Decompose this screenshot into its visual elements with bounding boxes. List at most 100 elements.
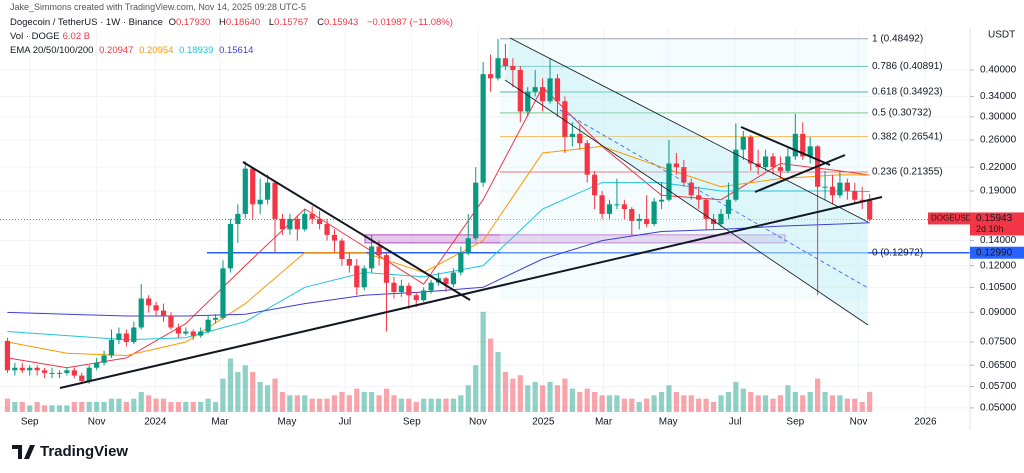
drawings <box>59 37 883 389</box>
volume-bar <box>205 398 211 412</box>
candle-body <box>696 195 702 200</box>
volume-bar <box>41 405 48 412</box>
ema-value: 0.18939 <box>179 45 214 56</box>
volume-bar <box>510 378 516 412</box>
candle-body <box>421 290 427 301</box>
candle-body <box>644 218 650 225</box>
candle-body <box>406 285 412 296</box>
candle-body <box>710 218 717 225</box>
volume-bar <box>302 395 308 412</box>
volume-bar <box>391 395 397 412</box>
candle-body <box>220 268 226 318</box>
volume-bar <box>272 378 278 412</box>
volume-bar <box>800 395 806 412</box>
volume-bar <box>696 398 702 412</box>
y-tick-label: 0.10500 <box>980 282 1017 293</box>
fib-label: 0 (0.12972) <box>872 248 923 259</box>
zone <box>364 234 786 244</box>
candle-body <box>294 218 300 230</box>
candle-body <box>4 340 11 371</box>
volume-bar <box>592 391 598 412</box>
ema-value: 0.20947 <box>99 45 134 56</box>
candle-body <box>725 199 732 214</box>
volume-bar <box>844 398 850 412</box>
volume-bar <box>614 395 620 412</box>
ema-line <box>7 86 870 369</box>
volume-bar <box>168 401 174 412</box>
candle-body <box>56 372 63 374</box>
volume-bar <box>621 398 627 412</box>
candle-body <box>12 367 18 371</box>
candle-body <box>264 182 271 200</box>
volume-bar <box>287 395 293 412</box>
candle-body <box>309 213 315 219</box>
ema-value: 0.15614 <box>219 45 254 56</box>
candle-body <box>287 218 293 230</box>
candle-body <box>272 182 278 219</box>
volume-bar <box>12 401 18 412</box>
candle-body <box>108 339 115 356</box>
vol-value: 6.02 B <box>62 31 91 42</box>
candle-body <box>27 367 33 371</box>
volume-bar <box>577 391 583 412</box>
candle-body <box>621 204 627 210</box>
channel-line <box>504 79 869 326</box>
volume-bar <box>34 401 40 412</box>
volume-bar <box>56 405 63 412</box>
candle-body <box>510 65 516 71</box>
candle-body <box>41 370 48 373</box>
volume-bar <box>710 401 717 412</box>
candle-body <box>34 367 40 371</box>
candle-body <box>792 133 798 157</box>
volume-bar <box>554 385 561 412</box>
ema-line <box>7 145 870 357</box>
candle-body <box>532 87 538 92</box>
volume-bar <box>198 401 204 412</box>
candle-body <box>658 199 665 202</box>
candle-body <box>19 367 25 371</box>
volume-bar <box>829 395 836 412</box>
volume-bar <box>131 398 137 412</box>
candle-body <box>138 298 144 328</box>
volume-bar <box>428 398 434 412</box>
volume-bar <box>138 391 144 412</box>
volume-bar <box>175 401 181 412</box>
ohlc-value: 0.17930 <box>175 17 211 28</box>
volume-bar <box>867 391 873 412</box>
volume-bar <box>807 391 813 412</box>
volume-bar <box>748 391 754 412</box>
volume-bar <box>153 398 159 412</box>
price-badge-text: 0.12990 <box>976 247 1013 258</box>
currency: USDT <box>988 30 1015 41</box>
legend-line: Dogecoin / TetherUS · 1W · Binance O0.17… <box>10 17 456 28</box>
ohlc-key: C <box>317 17 324 28</box>
ema-value: 0.20954 <box>139 45 174 56</box>
volume-bar <box>450 398 457 412</box>
candle-body <box>428 282 434 291</box>
volume-bar <box>443 398 449 412</box>
volume-bar <box>666 385 672 412</box>
price-axis: USDT 0.40000 0.34000 0.30000 0.26000 0.22000… <box>928 28 1024 430</box>
volume-bar <box>837 395 843 412</box>
volume-bar <box>242 365 248 412</box>
candle-body <box>822 186 828 188</box>
candle-body <box>413 295 419 301</box>
candle-body <box>212 317 219 320</box>
volume-bar <box>108 398 115 412</box>
volume-bar <box>584 388 590 412</box>
candle-body <box>205 319 211 332</box>
candle-body <box>636 218 642 221</box>
volume-bar <box>629 398 635 412</box>
channel-line <box>509 37 869 223</box>
candle-body <box>160 310 167 317</box>
candle-body <box>146 298 152 306</box>
candle-body <box>844 182 850 191</box>
candle-body <box>554 78 561 102</box>
candle-body <box>354 265 360 288</box>
y-tick-label: 0.26000 <box>980 135 1017 146</box>
candle-body <box>867 200 873 220</box>
volume-bar <box>413 401 419 412</box>
x-tick-label: Mar <box>211 417 229 428</box>
